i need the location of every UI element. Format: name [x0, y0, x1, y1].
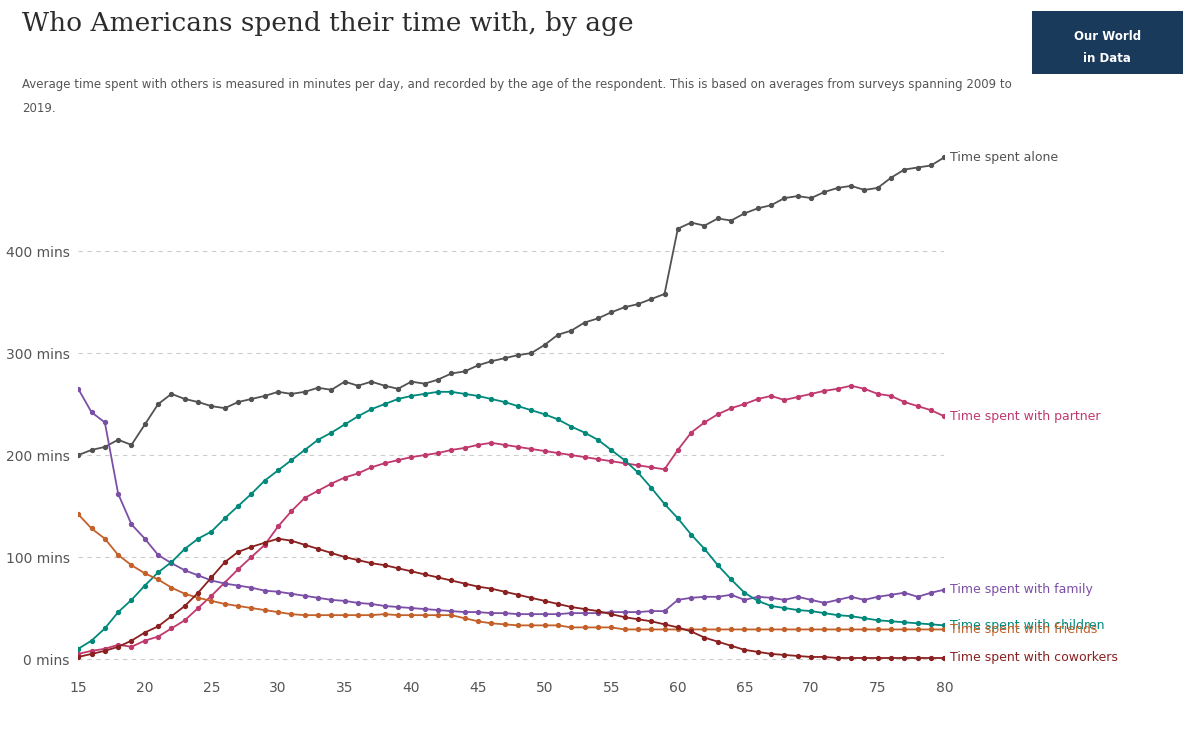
Text: Average time spent with others is measured in minutes per day, and recorded by t: Average time spent with others is measur… [22, 78, 1012, 91]
Text: Time spent with coworkers: Time spent with coworkers [949, 651, 1118, 665]
Text: Time spent with children: Time spent with children [949, 619, 1104, 632]
Text: Who Americans spend their time with, by age: Who Americans spend their time with, by … [22, 11, 633, 36]
Text: Our World: Our World [1074, 30, 1140, 43]
Text: Time spent alone: Time spent alone [949, 151, 1057, 164]
Text: Time spent with family: Time spent with family [949, 583, 1092, 597]
Text: 2019.: 2019. [22, 102, 55, 116]
Text: in Data: in Data [1084, 52, 1131, 65]
Text: Time spent with friends: Time spent with friends [949, 623, 1097, 636]
Text: Time spent with partner: Time spent with partner [949, 410, 1101, 423]
